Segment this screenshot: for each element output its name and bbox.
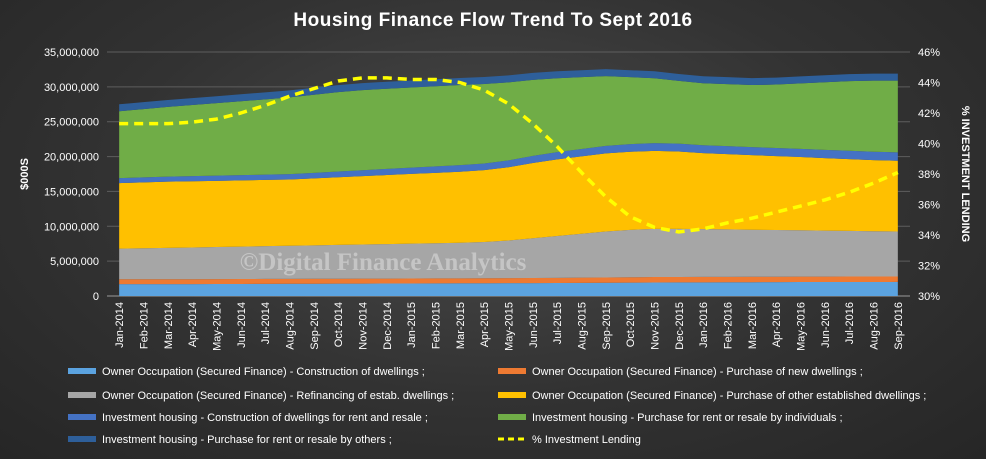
chart-title: Housing Finance Flow Trend To Sept 2016 — [293, 10, 693, 31]
y2-tick-label: 36% — [918, 200, 940, 212]
x-tick-label: Aug-2016 — [869, 302, 881, 350]
x-tick-label: Feb-2014 — [139, 302, 151, 349]
legend-entry: Owner Occupation (Secured Finance) - Pur… — [532, 366, 863, 378]
legend-entry: Investment housing - Purchase for rent o… — [102, 434, 392, 446]
x-tick-label: Oct-2014 — [333, 302, 345, 347]
x-tick-label: May-2014 — [212, 302, 224, 351]
legend-swatch — [498, 392, 526, 398]
area-series — [119, 276, 898, 285]
area-series — [119, 281, 898, 296]
legend-swatch — [498, 414, 526, 420]
x-tick-label: Feb-2015 — [431, 302, 443, 349]
area-series — [119, 150, 898, 249]
x-tick-label: Jun-2016 — [820, 302, 832, 348]
x-tick-label: May-2016 — [796, 302, 808, 351]
y2-tick-label: 44% — [918, 78, 940, 90]
legend-entry: % Investment Lending — [532, 434, 641, 446]
y-tick-label: 0 — [93, 291, 99, 303]
y2-axis-title: % INVESTMENT LENDING — [959, 106, 971, 242]
y-axis-title: $000S — [19, 158, 31, 190]
x-tick-label: Jan-2015 — [406, 302, 418, 348]
x-tick-label: Jan-2016 — [698, 302, 710, 348]
x-tick-label: Apr-2016 — [771, 302, 783, 347]
y2-tick-label: 46% — [918, 47, 940, 59]
x-tick-label: Jun-2015 — [528, 302, 540, 348]
legend-swatch — [498, 368, 526, 374]
area-series — [119, 76, 898, 179]
y2-tick-label: 30% — [918, 291, 940, 303]
legend-entry: Owner Occupation (Secured Finance) - Ref… — [102, 390, 454, 402]
y-tick-label: 5,000,000 — [50, 256, 99, 268]
x-tick-label: Sep-2016 — [893, 302, 905, 350]
legend-swatch — [68, 436, 96, 442]
x-tick-label: Aug-2014 — [285, 302, 297, 350]
y-tick-label: 35,000,000 — [44, 47, 99, 59]
x-tick-label: Jun-2014 — [236, 302, 248, 348]
legend-swatch — [68, 414, 96, 420]
watermark-text: ©Digital Finance Analytics — [240, 249, 527, 276]
y2-tick-label: 32% — [918, 261, 940, 273]
legend-swatch — [68, 392, 96, 398]
x-tick-label: Apr-2014 — [187, 302, 199, 347]
area-series — [119, 228, 898, 280]
x-tick-label: Mar-2016 — [747, 302, 759, 349]
y-tick-label: 30,000,000 — [44, 82, 99, 94]
legend-entry: Owner Occupation (Secured Finance) - Pur… — [532, 390, 926, 402]
area-series — [119, 69, 898, 112]
legend-entry: Owner Occupation (Secured Finance) - Con… — [102, 366, 425, 378]
x-tick-label: Apr-2015 — [479, 302, 491, 347]
y-tick-label: 25,000,000 — [44, 117, 99, 129]
x-tick-label: Jul-2015 — [552, 302, 564, 344]
area-series — [119, 143, 898, 184]
x-tick-label: Sep-2014 — [309, 302, 321, 350]
x-tick-label: Sep-2015 — [601, 302, 613, 350]
y2-tick-label: 42% — [918, 108, 940, 120]
y2-tick-label: 34% — [918, 230, 940, 242]
legend-entry: Investment housing - Construction of dwe… — [102, 412, 428, 424]
x-tick-label: Jan-2014 — [114, 302, 126, 348]
x-tick-label: Oct-2015 — [625, 302, 637, 347]
x-tick-label: Jul-2016 — [844, 302, 856, 344]
legend-entry: Investment housing - Purchase for rent o… — [532, 412, 843, 424]
y2-tick-label: 38% — [918, 169, 940, 181]
investment-lending-line — [119, 76, 899, 234]
y-tick-label: 10,000,000 — [44, 221, 99, 233]
y-tick-label: 20,000,000 — [44, 152, 99, 164]
y-tick-label: 15,000,000 — [44, 186, 99, 198]
x-tick-label: Dec-2015 — [674, 302, 686, 350]
x-tick-label: May-2015 — [504, 302, 516, 351]
y2-tick-label: 40% — [918, 139, 940, 151]
x-tick-label: Jul-2014 — [260, 302, 272, 344]
x-tick-label: Dec-2014 — [382, 302, 394, 350]
x-tick-label: Nov-2014 — [358, 302, 370, 350]
x-tick-label: Aug-2015 — [577, 302, 589, 350]
legend-swatch — [68, 368, 96, 374]
x-tick-label: Feb-2016 — [723, 302, 735, 349]
x-tick-label: Mar-2014 — [163, 302, 175, 349]
x-tick-label: Mar-2015 — [455, 302, 467, 349]
x-tick-label: Nov-2015 — [650, 302, 662, 350]
